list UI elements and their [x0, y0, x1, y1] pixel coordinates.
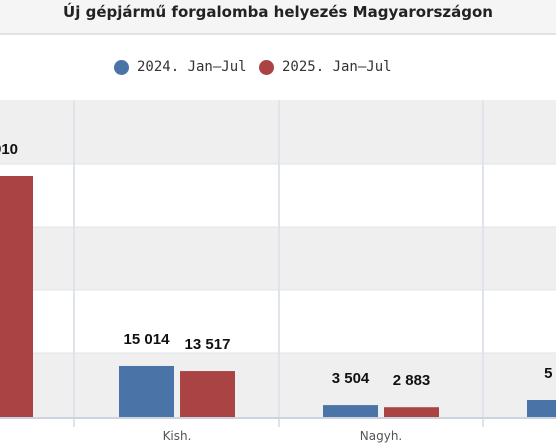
legend-dot-2024-icon [114, 59, 129, 75]
data-label: 3 504 [332, 370, 370, 387]
legend-label-2025: 2025. Jan–Jul [282, 59, 392, 75]
title-bar [0, 0, 556, 35]
bar-2024 [527, 400, 556, 417]
legend: 2024. Jan–Jul 2025. Jan–Jul [0, 57, 556, 77]
bar-2025 [180, 371, 235, 417]
data-label: 13 517 [185, 336, 231, 353]
data-label: 5 0 [544, 365, 556, 382]
chart-title: Új gépjármű forgalomba helyezés Magyaror… [63, 3, 493, 21]
legend-label-2024: 2024. Jan–Jul [137, 59, 247, 75]
data-label: 2 883 [393, 372, 431, 389]
data-label: 910 [0, 141, 18, 158]
legend-item-2025[interactable]: 2025. Jan–Jul [259, 57, 392, 77]
bar-2025 [0, 176, 33, 417]
bar-2024 [323, 405, 378, 417]
data-label: 15 014 [124, 331, 171, 348]
legend-dot-2025-icon [259, 59, 274, 75]
bar-2025 [384, 407, 439, 417]
x-tick-label: Kish. [163, 429, 192, 443]
bar-2024 [119, 365, 174, 417]
x-tick-label: Nagyh. [360, 429, 402, 443]
legend-item-2024[interactable]: 2024. Jan–Jul [114, 57, 247, 77]
